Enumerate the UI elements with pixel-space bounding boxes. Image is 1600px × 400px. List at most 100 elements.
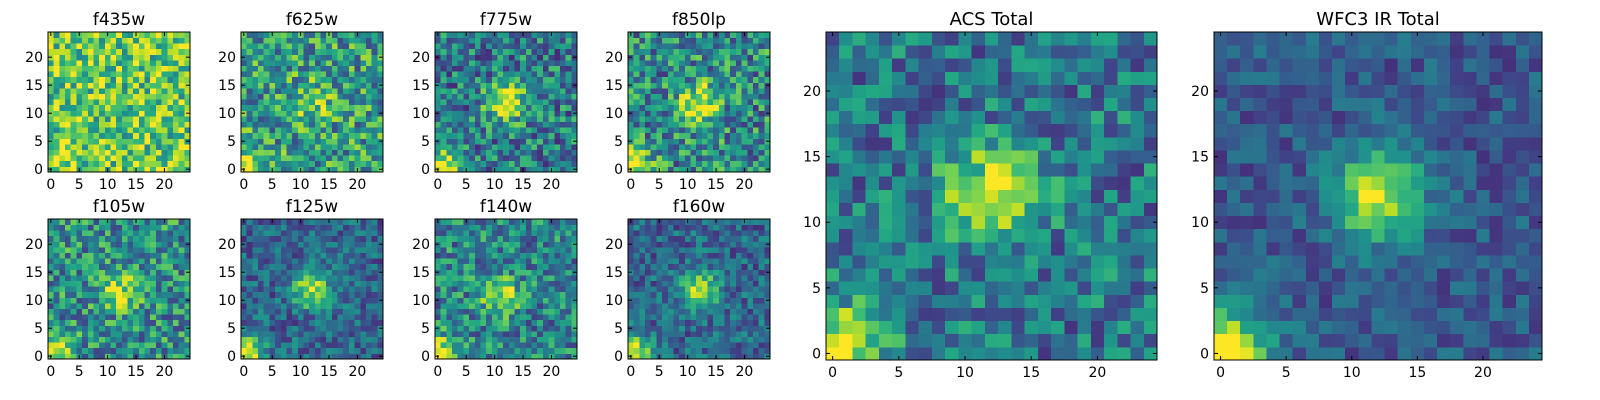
heatmap-cell — [155, 230, 162, 237]
heatmap-cell — [320, 149, 327, 156]
heatmap-cell — [155, 160, 162, 167]
heatmap-cell — [463, 247, 470, 253]
heatmap-cell — [121, 235, 128, 242]
heatmap-cell — [537, 76, 544, 83]
heatmap-cell — [735, 43, 742, 50]
heatmap-cell — [457, 132, 464, 139]
heatmap-cell — [718, 314, 725, 321]
heatmap-cell — [435, 127, 442, 134]
heatmap-cell — [639, 43, 646, 50]
heatmap-cell — [184, 43, 191, 50]
heatmap-cell — [161, 60, 168, 66]
heatmap-cell — [371, 144, 378, 150]
heatmap-cell — [371, 54, 378, 61]
heatmap-cell — [633, 32, 640, 38]
heatmap-cell — [542, 48, 549, 55]
heatmap-cell — [656, 314, 663, 321]
heatmap-cell — [758, 149, 765, 156]
heatmap-cell — [331, 314, 338, 321]
heatmap-cell — [371, 166, 378, 173]
heatmap-cell — [258, 331, 265, 337]
heatmap-cell — [275, 88, 282, 94]
heatmap-cell — [82, 32, 89, 38]
heatmap-cell — [184, 230, 191, 237]
heatmap-cell — [571, 347, 578, 354]
heatmap-cell — [252, 219, 259, 225]
heatmap-cell — [167, 104, 174, 111]
heatmap-cell — [116, 160, 123, 167]
heatmap-cell — [93, 65, 100, 72]
heatmap-cell — [116, 99, 123, 106]
heatmap-cell — [172, 353, 180, 360]
heatmap-cell — [491, 258, 498, 265]
heatmap-cell — [178, 247, 185, 253]
heatmap-cell — [53, 319, 60, 326]
heatmap-cell — [377, 104, 384, 111]
heatmap-cell — [150, 325, 157, 332]
heatmap-cell — [365, 353, 373, 360]
heatmap-cell — [292, 48, 299, 55]
heatmap-cell — [679, 76, 686, 83]
heatmap-cell — [59, 286, 66, 293]
heatmap-cell — [633, 88, 640, 94]
heatmap-cell — [525, 303, 532, 309]
heatmap-cell — [469, 263, 476, 270]
heatmap-cell — [337, 280, 344, 287]
heatmap-cell — [440, 235, 447, 242]
heatmap-cell — [508, 342, 515, 349]
heatmap-cell — [246, 241, 253, 248]
heatmap-cell — [53, 166, 60, 173]
heatmap-cell — [343, 342, 350, 349]
x-tick-label: 0 — [239, 364, 248, 380]
heatmap-cell — [246, 37, 253, 44]
heatmap-cell — [662, 110, 669, 117]
heatmap-cell — [758, 110, 765, 117]
x-tick-label: 10 — [486, 364, 504, 380]
heatmap-cell — [354, 325, 361, 332]
heatmap-cell — [656, 325, 663, 332]
heatmap-cell — [480, 347, 487, 354]
heatmap-cell — [127, 314, 134, 321]
heatmap-cell — [360, 132, 367, 139]
heatmap-cell — [377, 149, 384, 156]
heatmap-cell — [82, 155, 89, 162]
heatmap-cell — [292, 342, 299, 349]
heatmap-cell — [713, 76, 720, 83]
heatmap-cell — [446, 258, 453, 265]
heatmap-cell — [121, 54, 128, 61]
heatmap-cell — [76, 230, 83, 237]
heatmap-cell — [650, 342, 657, 349]
heatmap-cell — [82, 65, 89, 72]
heatmap-cell — [503, 149, 510, 156]
heatmap-cell — [48, 121, 55, 128]
heatmap-cell — [133, 127, 140, 134]
heatmap-cell — [542, 286, 549, 293]
heatmap-cell — [48, 308, 55, 315]
heatmap-cell — [331, 60, 338, 66]
heatmap-cell — [724, 336, 731, 343]
heatmap-cell — [354, 319, 361, 326]
heatmap-cell — [178, 76, 185, 83]
heatmap-cell — [662, 37, 669, 44]
heatmap-cell — [377, 99, 384, 106]
heatmap-cell — [263, 32, 270, 38]
heatmap-cell — [314, 258, 321, 265]
heatmap-cell — [138, 54, 145, 61]
heatmap-cell — [639, 144, 646, 150]
heatmap-cell — [696, 155, 703, 162]
heatmap-cell — [365, 230, 373, 237]
heatmap-cell — [348, 280, 355, 287]
heatmap-cell — [70, 347, 77, 354]
heatmap-cell — [520, 342, 527, 349]
heatmap-cell — [656, 308, 663, 315]
heatmap-cell — [343, 65, 350, 72]
heatmap-cell — [747, 291, 754, 298]
heatmap-cell — [713, 308, 720, 315]
heatmap-cell — [730, 149, 737, 156]
heatmap-cell — [87, 116, 94, 122]
heatmap-cell — [93, 353, 100, 360]
heatmap-cell — [440, 71, 447, 78]
heatmap-cell — [690, 308, 697, 315]
heatmap-cell — [371, 275, 378, 281]
heatmap-cell — [110, 331, 117, 337]
